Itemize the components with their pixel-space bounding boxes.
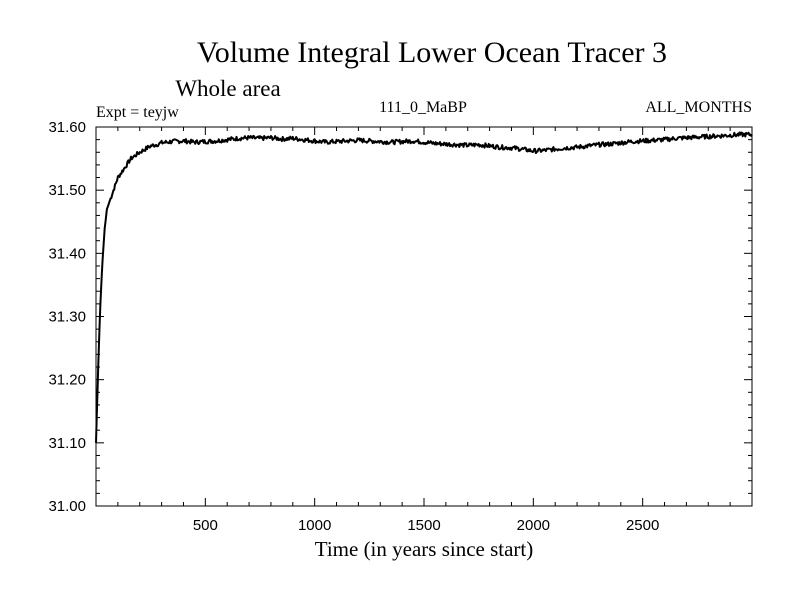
x-tick-label: 500: [193, 517, 218, 534]
plot-area-frame: [95, 126, 753, 507]
x-axis-tick-labels: 500 1000 1500 2000 2500: [193, 517, 660, 534]
y-axis-tick-labels: 31.00 31.10 31.20 31.30 31.40 31.50 31.60: [48, 119, 86, 515]
series-line-tracer-3: [95, 131, 753, 443]
experiment-label: Expt = teyjw: [96, 104, 179, 121]
months-label: ALL_MONTHS: [645, 99, 752, 116]
x-axis-ticks: [117, 127, 731, 506]
x-tick-label: 2000: [517, 517, 550, 534]
y-tick-label: 31.20: [48, 372, 86, 389]
run-label: 111_0_MaBP: [379, 99, 467, 116]
x-tick-label: 1000: [298, 517, 331, 534]
y-axis-ticks: [96, 139, 752, 494]
y-tick-label: 31.60: [48, 119, 86, 136]
y-tick-label: 31.00: [48, 498, 86, 515]
x-axis-label: Time (in years since start): [315, 537, 534, 561]
x-tick-label: 2500: [626, 517, 659, 534]
x-tick-label: 1500: [407, 517, 440, 534]
chart-subtitle: Whole area: [175, 76, 280, 101]
y-tick-label: 31.30: [48, 309, 86, 326]
y-tick-label: 31.40: [48, 245, 86, 262]
chart-title: Volume Integral Lower Ocean Tracer 3: [197, 36, 667, 69]
y-tick-label: 31.10: [48, 435, 86, 452]
y-tick-label: 31.50: [48, 182, 86, 199]
